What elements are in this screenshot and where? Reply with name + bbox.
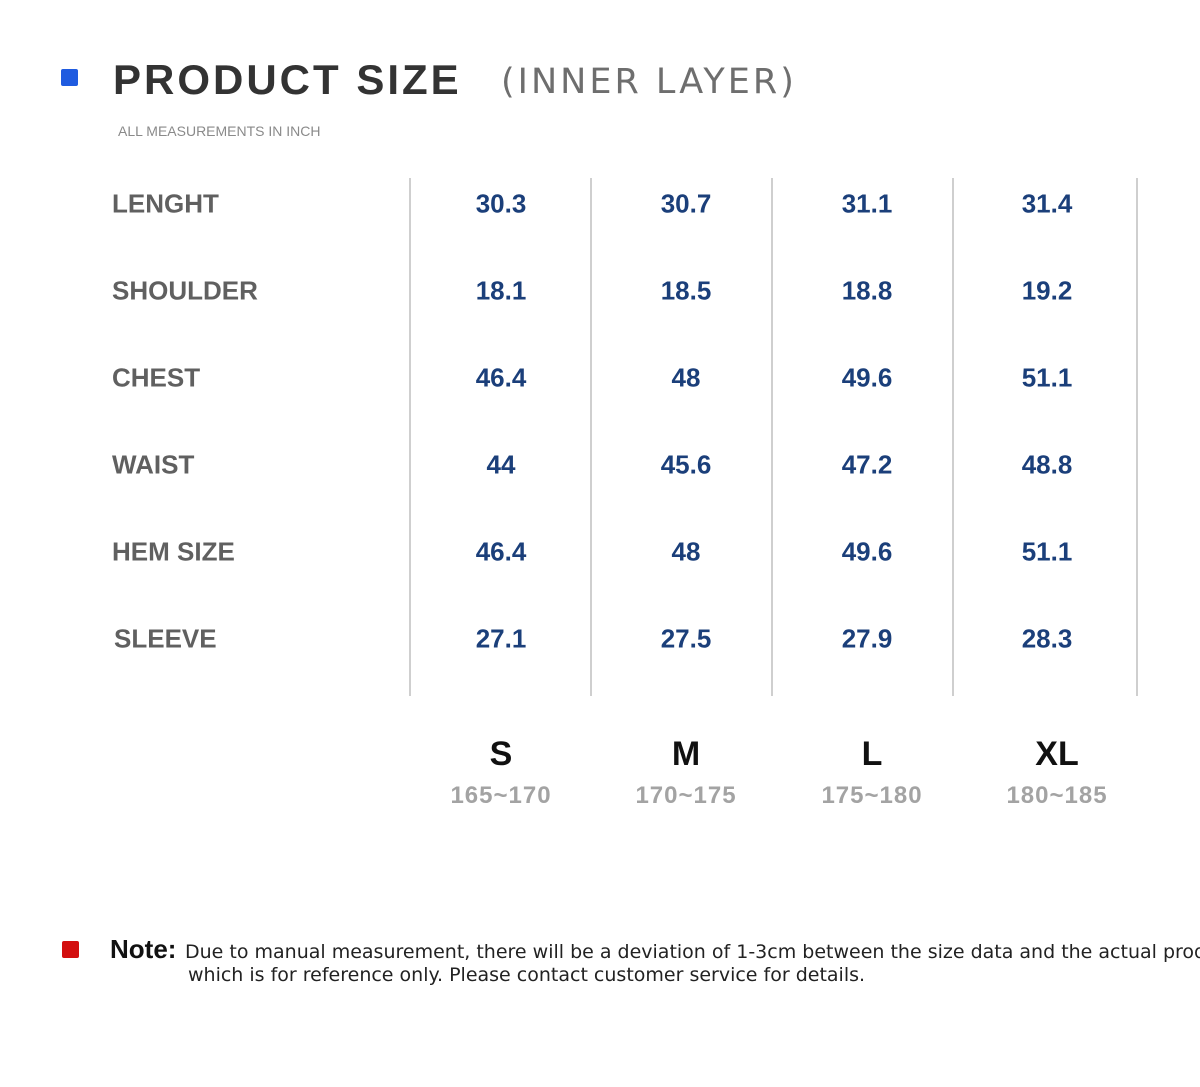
title-marker-square xyxy=(61,69,78,86)
measurement-cell: 51.1 xyxy=(1021,536,1073,567)
height-range: 170~175 xyxy=(635,782,737,809)
height-range: 180~185 xyxy=(1006,782,1108,809)
measurement-cell: 19.2 xyxy=(1021,275,1073,306)
column-divider xyxy=(409,178,411,696)
row-label: CHEST xyxy=(112,362,201,393)
measurement-cell: 31.1 xyxy=(841,188,893,219)
row-label: WAIST xyxy=(112,449,195,480)
measurement-cell: 27.1 xyxy=(475,623,527,654)
measurement-cell: 45.6 xyxy=(660,449,712,480)
page-subtitle: (INNER LAYER) xyxy=(501,62,797,102)
measurement-cell: 27.5 xyxy=(660,623,712,654)
measurement-cell: 48 xyxy=(671,362,701,393)
size-label: XL xyxy=(1035,735,1079,773)
measurement-cell: 47.2 xyxy=(841,449,893,480)
measurement-cell: 51.1 xyxy=(1021,362,1073,393)
column-divider xyxy=(1136,178,1138,696)
note-title: Note: xyxy=(110,934,177,964)
row-label: HEM SIZE xyxy=(112,536,235,567)
column-divider xyxy=(590,178,592,696)
measurement-cell: 18.8 xyxy=(841,275,893,306)
measurement-cell: 48 xyxy=(671,536,701,567)
measurement-cell: 46.4 xyxy=(475,536,527,567)
note-marker-square xyxy=(62,941,79,958)
measurement-cell: 44 xyxy=(486,449,516,480)
height-range: 165~170 xyxy=(450,782,552,809)
height-range: 175~180 xyxy=(821,782,923,809)
page-title: PRODUCT SIZE xyxy=(113,56,462,103)
units-note: ALL MEASUREMENTS IN INCH xyxy=(118,123,321,139)
size-label: L xyxy=(861,735,883,773)
size-label: S xyxy=(489,735,513,773)
note-text-line-2: which is for reference only. Please cont… xyxy=(188,964,866,986)
measurement-cell: 28.3 xyxy=(1021,623,1073,654)
measurement-cell: 46.4 xyxy=(475,362,527,393)
row-label: SHOULDER xyxy=(112,275,258,306)
row-label: LENGHT xyxy=(112,188,219,219)
size-label: M xyxy=(671,735,701,773)
measurement-cell: 49.6 xyxy=(841,536,893,567)
measurement-cell: 30.7 xyxy=(660,188,712,219)
column-divider xyxy=(771,178,773,696)
measurement-cell: 48.8 xyxy=(1021,449,1073,480)
measurement-cell: 27.9 xyxy=(841,623,893,654)
note-text-line-1: Due to manual measurement, there will be… xyxy=(185,941,1200,963)
column-divider xyxy=(952,178,954,696)
row-label: SLEEVE xyxy=(114,623,217,654)
measurement-cell: 31.4 xyxy=(1021,188,1073,219)
measurement-cell: 30.3 xyxy=(475,188,527,219)
measurement-cell: 18.1 xyxy=(475,275,527,306)
measurement-cell: 18.5 xyxy=(660,275,712,306)
measurement-cell: 49.6 xyxy=(841,362,893,393)
